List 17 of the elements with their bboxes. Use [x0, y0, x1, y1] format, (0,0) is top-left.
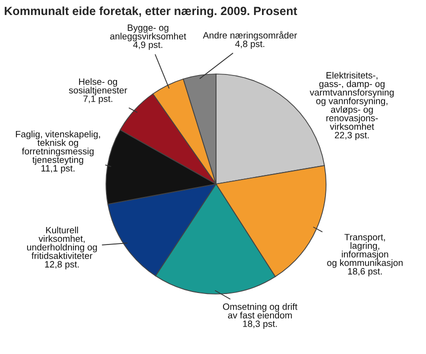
slice-label: Elektrisitets-, gass-, damp- og varmtvannsforsyning og vannforsyning, avløps- og renovasjons- virksomhet — [310, 72, 394, 130]
data-label: 18,3 pst. — [243, 320, 277, 329]
data-label: 11,1 pst. — [41, 165, 74, 174]
slice-label: Helse- og sosialtjenester — [68, 78, 128, 96]
data-label: 18,6 pst. — [348, 268, 382, 276]
slice-label: Kulturell virksomhet, underholdning og fritidsaktiviteter — [27, 226, 97, 260]
chart-title: Kommunalt eide foretak, etter næring. 2009. Prosent — [4, 6, 298, 18]
data-label: 4,8 pst. — [235, 40, 264, 49]
data-label: 7,1 pst. — [83, 96, 112, 104]
slice-label: Faglig, vitenskapelig, teknisk og forretningsmessig tjenesteyting — [16, 130, 100, 165]
slice-label: Andre næringsområder — [202, 31, 297, 40]
data-label: 4,9 pst. — [133, 42, 162, 50]
slice-label: Bygge- og anleggsvirksomhet — [110, 24, 186, 42]
slice-label: Transport, lagring, informasjon og kommunikasjon — [327, 234, 403, 268]
data-label: 12,8 pst. — [45, 261, 79, 270]
slice-label: Omsetning og drift av fast eiendom — [222, 303, 298, 318]
data-label: 22,3 pst. — [334, 132, 369, 140]
